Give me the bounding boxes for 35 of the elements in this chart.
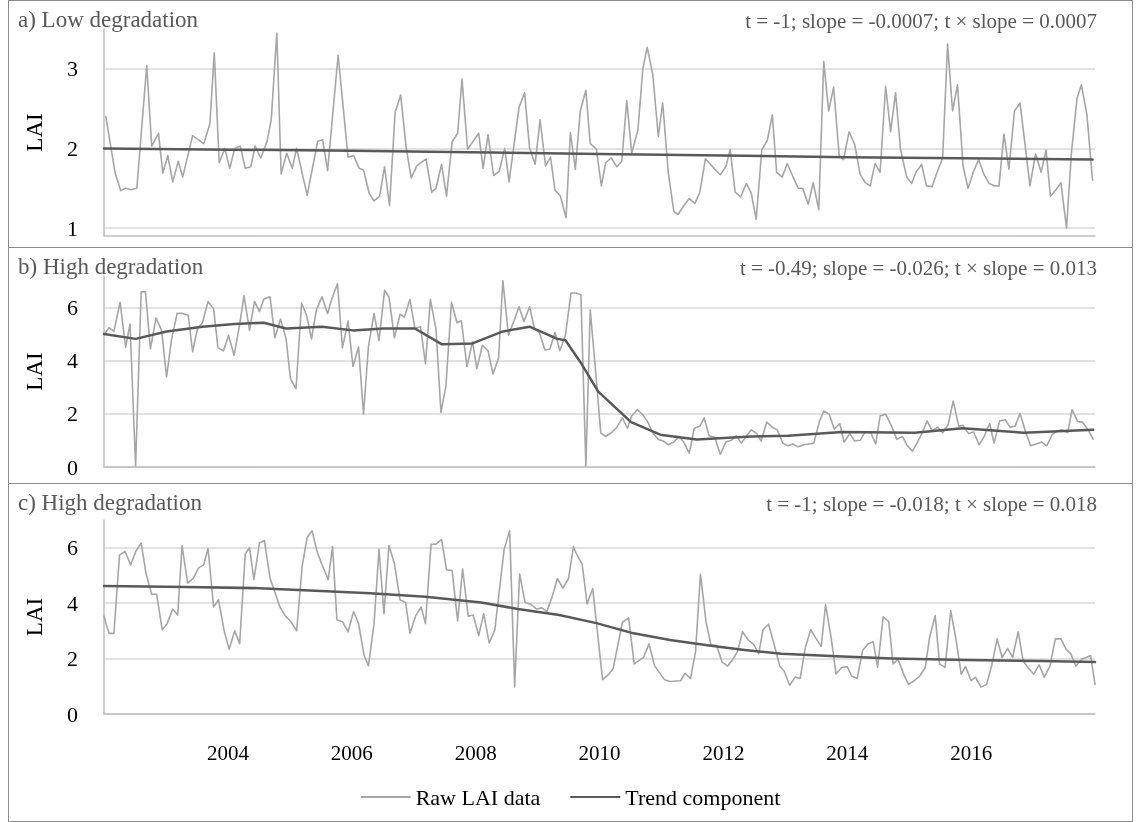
chart-title: c) High degradation [18,490,203,515]
y-tick-label: 0 [67,454,78,480]
line-series [102,584,1097,664]
line-series [102,147,1094,161]
y-tick-label: 2 [67,646,78,672]
y-tick-label: 2 [67,135,78,161]
x-tick-label: 2014 [826,740,869,765]
x-tick-label: 2008 [454,740,497,765]
y-axis-title: LAI [22,352,47,391]
annotation: t = -0.49; slope = -0.026; t × slope = 0.013 [739,255,1098,280]
x-tick-label: 2006 [330,740,373,765]
x-tick-label: 2016 [950,740,993,765]
y-tick-label: 0 [67,701,78,727]
y-axis-title: LAI [22,597,47,637]
y-tick-label: 6 [67,295,78,321]
x-tick-label: 2012 [702,740,745,765]
legend-label: Trend component [625,784,781,810]
legend-label: Raw LAI data [415,784,541,810]
chart-title: b) High degradation [18,254,204,279]
x-tick-label: 2004 [206,740,250,765]
y-axis-title: LAI [22,113,47,152]
annotation: t = -1; slope = -0.0007; t × slope = 0.0007 [745,8,1098,33]
text: t = -1; slope = -0.018; t × slope = 0.018 [766,491,1098,516]
y-tick-label: 3 [67,56,78,82]
x-tick-label: 2010 [578,740,621,765]
line-series [102,321,1095,441]
line-series [103,279,1094,467]
line-series [103,530,1096,688]
y-tick-label: 1 [67,215,78,241]
y-tick-label: 4 [67,348,78,374]
line-series [105,32,1094,229]
chart-title: a) Low degradation [18,7,199,32]
y-tick-label: 6 [67,535,78,561]
y-tick-label: 2 [67,401,78,427]
y-tick-label: 4 [67,590,78,616]
